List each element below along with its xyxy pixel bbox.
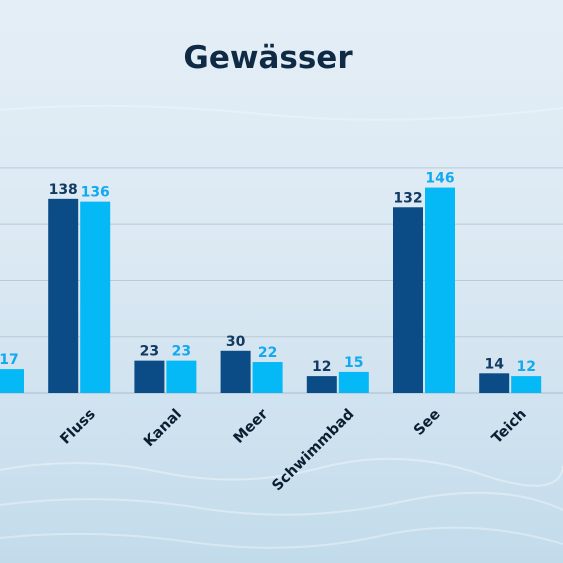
category-label: Meer [231,406,272,447]
value-label: 22 [258,345,277,361]
bar-schwimmbad-series-1 [306,376,337,393]
value-label: 138 [49,182,78,198]
value-label: 12 [516,359,535,375]
bar-unlabeled-series-2 [0,369,24,393]
category-label: See [411,406,444,439]
water-texture [0,104,563,549]
bar-see-series-1 [393,207,423,393]
value-label: 23 [172,344,191,360]
value-label: 12 [312,359,331,375]
bar-fluss-series-2 [80,201,111,393]
bar-meer-series-2 [252,362,283,393]
bar-kanal-series-1 [134,360,165,393]
category-label: Teich [489,406,530,447]
bars [0,187,542,393]
bar-teich-series-1 [479,373,510,393]
value-label: 17 [0,352,19,368]
value-label: 146 [425,171,454,187]
bar-teich-series-2 [511,376,542,393]
bar-meer-series-1 [220,350,251,393]
chart-title: Gewässer [183,40,353,76]
bar-kanal-series-2 [166,360,197,393]
category-label: Kanal [141,406,185,450]
value-label: 30 [226,334,246,350]
value-label: 15 [344,355,363,371]
value-label: 136 [81,185,110,201]
bar-fluss-series-1 [48,198,79,393]
category-labels: FlussKanalMeerSchwimmbadSeeTeichSo [57,406,530,495]
bar-schwimmbad-series-2 [338,371,369,393]
value-label: 14 [484,356,504,372]
value-label: 23 [140,344,159,360]
category-label: Fluss [57,406,98,447]
bar-see-series-2 [425,187,455,393]
value-label: 132 [393,190,422,206]
category-label: Schwimmbad [269,406,357,494]
